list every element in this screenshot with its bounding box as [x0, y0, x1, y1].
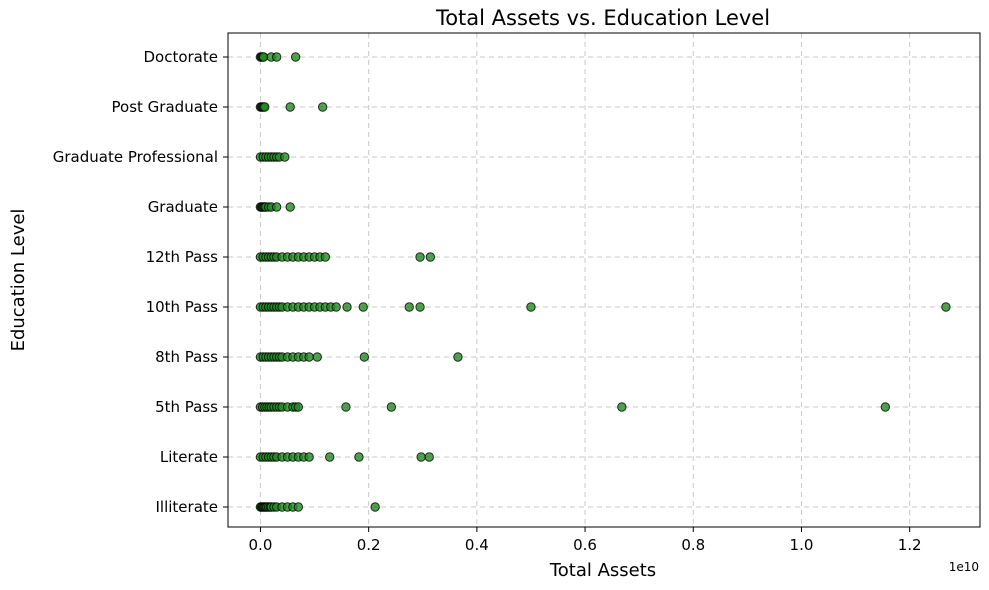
- scatter-point: [320, 252, 331, 262]
- x-tick-label: 1.2: [898, 536, 922, 554]
- y-tick-label: 8th Pass: [155, 348, 218, 366]
- scatter-point: [293, 402, 304, 412]
- scatter-point: [358, 302, 368, 312]
- x-axis: 0.0 0.2 0.4 0.6 0.8 1.0 1.2: [249, 527, 922, 554]
- x-axis-title: Total Assets: [549, 560, 656, 581]
- scatter-point: [260, 102, 270, 112]
- scatter-point: [280, 152, 290, 162]
- scatter-point: [359, 352, 370, 362]
- chart-title: Total Assets vs. Education Level: [435, 6, 770, 30]
- scatter-point: [424, 452, 434, 462]
- grid-layer: [228, 33, 980, 527]
- y-tick-label: Graduate Professional: [53, 148, 218, 166]
- scatter-point: [342, 302, 352, 312]
- scatter-point: [304, 452, 314, 462]
- scatter-point: [354, 452, 364, 462]
- y-tick-label: Illiterate: [155, 498, 218, 516]
- scatter-point: [285, 202, 295, 212]
- scatter-point: [386, 402, 397, 412]
- x-tick-label: 0.8: [681, 536, 705, 554]
- y-axis: Illiterate Literate 5th Pass 8th Pass 10th P…: [53, 48, 228, 516]
- scatter-point: [415, 302, 425, 312]
- scatter-point: [312, 352, 322, 362]
- scatter-point: [293, 502, 304, 512]
- scatter-point: [331, 302, 341, 312]
- scatter-point: [415, 252, 425, 262]
- scatter-point: [271, 202, 282, 212]
- scatter-point: [317, 102, 328, 112]
- y-tick-label: 5th Pass: [155, 398, 218, 416]
- x-tick-label: 0.4: [465, 536, 489, 554]
- scatter-point: [404, 302, 414, 312]
- scatter-point: [304, 352, 314, 362]
- y-tick-label: Literate: [160, 448, 218, 466]
- scatter-point: [325, 452, 335, 462]
- y-axis-title: Education Level: [8, 209, 29, 352]
- axes-frame: [227, 32, 981, 528]
- scatter-point: [425, 252, 436, 262]
- points-layer: [255, 52, 951, 512]
- scatter-point: [290, 52, 301, 62]
- scatter-point: [416, 452, 426, 462]
- y-tick-label: 12th Pass: [146, 248, 219, 266]
- scatter-point: [526, 302, 536, 312]
- scatter-point: [453, 352, 463, 362]
- x-tick-label: 0.6: [573, 536, 597, 554]
- y-tick-label: Graduate: [148, 198, 218, 216]
- scatter-point: [271, 52, 282, 62]
- x-tick-label: 0.0: [249, 536, 273, 554]
- y-tick-label: 10th Pass: [146, 298, 219, 316]
- scatter-point: [880, 402, 891, 412]
- x-tick-label: 0.2: [357, 536, 381, 554]
- y-tick-label: Post Graduate: [112, 98, 218, 116]
- scatter-point: [941, 302, 951, 312]
- scatter-point: [285, 102, 295, 112]
- y-tick-label: Doctorate: [143, 48, 218, 66]
- scatter-point: [370, 502, 380, 512]
- scatter-point: [341, 402, 351, 412]
- x-tick-label: 1.0: [790, 536, 814, 554]
- x-axis-offset-label: 1e10: [949, 560, 979, 574]
- scatter-point: [617, 402, 627, 412]
